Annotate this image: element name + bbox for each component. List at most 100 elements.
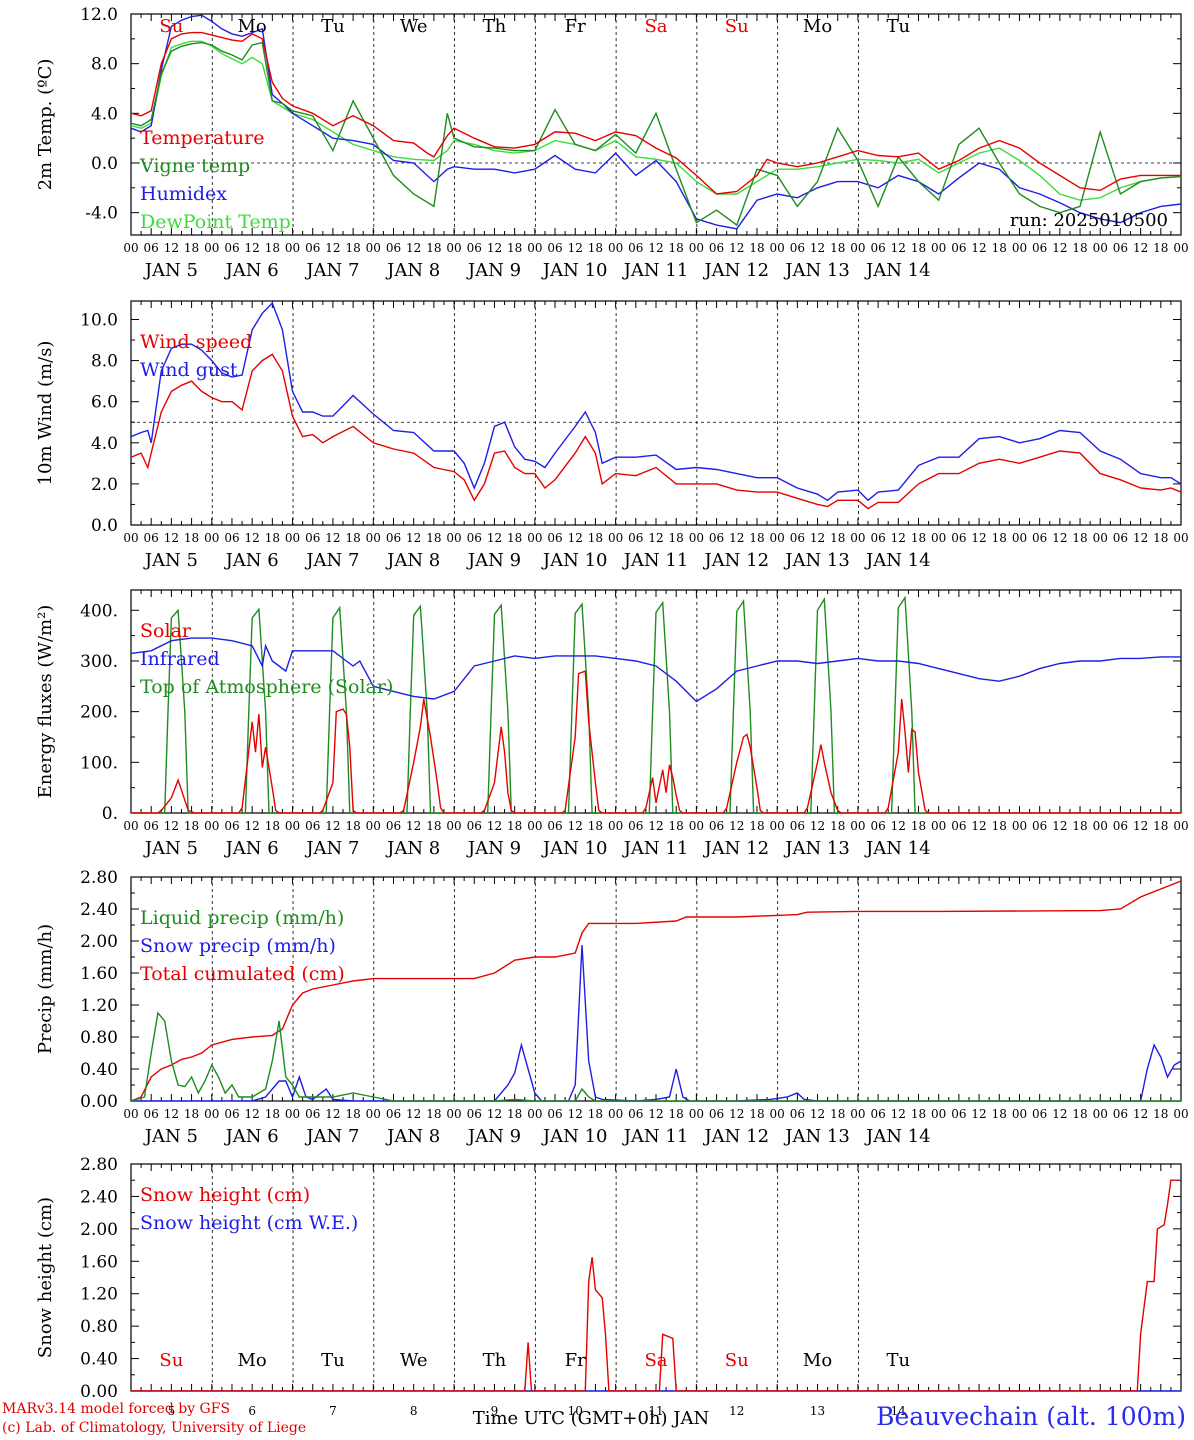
x-tick-label: 18 <box>184 1107 199 1121</box>
x-tick-label: 06 <box>951 1107 966 1121</box>
y-tick-label: 2.40 <box>80 1187 118 1207</box>
x-tick-label: 06 <box>709 1107 724 1121</box>
date-label: JAN 9 <box>466 1126 521 1147</box>
legend-entry: Solar <box>140 620 192 642</box>
x-tick-label: 00 <box>123 241 138 255</box>
y-tick-label: 0.00 <box>80 1382 118 1402</box>
legend-entry: Snow height (cm W.E.) <box>140 1212 358 1234</box>
x-tick-label: 18 <box>669 1107 684 1121</box>
x-tick-label: 18 <box>749 241 764 255</box>
x-tick-label: 12 <box>810 241 825 255</box>
x-tick-label: 12 <box>406 1107 421 1121</box>
x-tick-label: 12 <box>810 531 825 545</box>
x-tick-label: 12 <box>487 241 502 255</box>
y-tick-label: 2.80 <box>80 868 118 888</box>
weekday-label: Su <box>159 16 183 37</box>
x-tick-label: 06 <box>709 241 724 255</box>
x-tick-label: 18 <box>265 531 280 545</box>
x-tick-label: 12 <box>325 1107 340 1121</box>
x-tick-label: 12 <box>1052 819 1067 833</box>
x-tick-label: 12 <box>406 531 421 545</box>
y-tick-label: 0.00 <box>80 1092 118 1112</box>
y-tick-label: 8.0 <box>91 352 118 372</box>
x-tick-label: 00 <box>770 531 785 545</box>
series-total-cumulated-cm- <box>131 880 1181 1101</box>
y-tick-label: 0.40 <box>80 1350 118 1370</box>
x-tick-label: 00 <box>608 531 623 545</box>
series-top-of-atmosphere-solar- <box>131 595 1181 813</box>
x-tick-label: 06 <box>1113 1107 1128 1121</box>
date-label: 10 <box>568 1404 583 1418</box>
weekday-label: Mo <box>803 16 832 37</box>
model-credit: MARv3.14 model forced by GFS <box>2 1401 231 1417</box>
x-tick-label: 12 <box>648 241 663 255</box>
x-tick-label: 06 <box>709 819 724 833</box>
x-tick-label: 00 <box>850 241 865 255</box>
date-label: JAN 7 <box>304 838 359 859</box>
x-tick-label: 18 <box>265 241 280 255</box>
x-tick-label: 00 <box>446 1107 461 1121</box>
x-tick-label: 06 <box>1113 241 1128 255</box>
x-tick-label: 06 <box>144 531 159 545</box>
x-tick-label: 12 <box>729 241 744 255</box>
x-tick-label: 00 <box>123 1107 138 1121</box>
x-tick-label: 00 <box>123 531 138 545</box>
x-tick-label: 12 <box>245 819 260 833</box>
x-tick-label: 00 <box>850 1107 865 1121</box>
date-label: JAN 9 <box>466 260 521 281</box>
x-tick-label: 18 <box>507 1107 522 1121</box>
legend-entry: Snow precip (mm/h) <box>140 935 336 957</box>
date-label: JAN 14 <box>864 838 931 859</box>
x-tick-label: 06 <box>224 531 239 545</box>
x-tick-label: 18 <box>669 819 684 833</box>
x-tick-label: 12 <box>487 1107 502 1121</box>
date-label: JAN 14 <box>864 260 931 281</box>
x-tick-label: 06 <box>305 1107 320 1121</box>
x-tick-label: 12 <box>245 1107 260 1121</box>
y-axis-title: 2m Temp. (ºC) <box>35 59 56 191</box>
legend-entry: Snow height (cm) <box>140 1184 310 1206</box>
x-tick-label: 18 <box>911 1107 926 1121</box>
x-tick-label: 00 <box>770 1107 785 1121</box>
weekday-label: We <box>400 1350 428 1371</box>
y-tick-label: 6.0 <box>91 393 118 413</box>
x-tick-label: 18 <box>588 819 603 833</box>
x-tick-label: 18 <box>992 241 1007 255</box>
y-tick-label: 1.60 <box>80 964 118 984</box>
x-tick-label: 00 <box>850 531 865 545</box>
series-wind-speed <box>131 353 1181 510</box>
series-humidex <box>131 14 1181 230</box>
date-label: JAN 8 <box>385 838 440 859</box>
date-label: JAN 6 <box>224 260 279 281</box>
x-tick-label: 12 <box>891 241 906 255</box>
date-label: 6 <box>248 1404 256 1418</box>
date-label: 11 <box>648 1404 663 1418</box>
date-label: JAN 5 <box>143 1126 198 1147</box>
date-label: JAN 8 <box>385 260 440 281</box>
date-label: JAN 10 <box>541 838 608 859</box>
weekday-label: We <box>400 16 428 37</box>
y-tick-label: 2.80 <box>80 1155 118 1175</box>
legend-entry: Infrared <box>140 648 220 670</box>
plot-frame <box>130 300 1182 526</box>
date-label: JAN 13 <box>783 550 850 571</box>
x-tick-label: 00 <box>446 819 461 833</box>
x-tick-label: 18 <box>669 241 684 255</box>
x-tick-label: 06 <box>951 241 966 255</box>
x-tick-label: 06 <box>467 241 482 255</box>
panel-temp: 00 06 12 18 00 06 12 18 00 06 12 18 00 06 12 18 00 06 12 18… <box>35 5 1189 281</box>
x-tick-label: 18 <box>588 1107 603 1121</box>
x-tick-label: 06 <box>790 531 805 545</box>
x-tick-label: 18 <box>1153 819 1168 833</box>
date-label: JAN 13 <box>783 1126 850 1147</box>
x-tick-label: 06 <box>870 1107 885 1121</box>
x-tick-label: 00 <box>770 819 785 833</box>
panel-precip: 00 06 12 18 00 06 12 18 00 06 12 18 00 06 12 18 00 06 12 18… <box>35 868 1189 1147</box>
y-tick-label: 2.00 <box>80 932 118 952</box>
x-tick-label: 12 <box>406 819 421 833</box>
legend-entry: Top of Atmosphere (Solar) <box>140 676 393 698</box>
x-tick-label: 06 <box>224 819 239 833</box>
weekday-label: Mo <box>803 1350 832 1371</box>
x-tick-label: 00 <box>366 241 381 255</box>
date-label: JAN 11 <box>622 1126 689 1147</box>
